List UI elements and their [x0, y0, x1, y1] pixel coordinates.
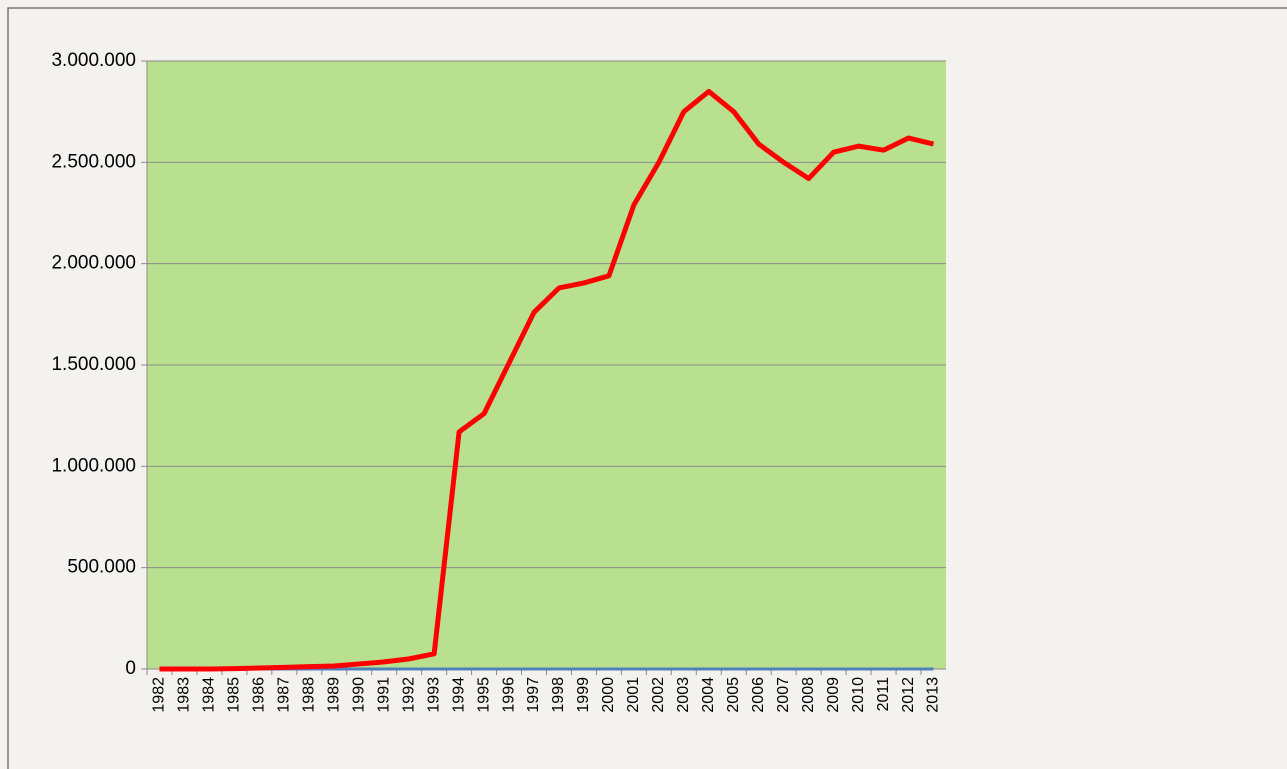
x-tick-label: 2004: [700, 677, 717, 713]
x-tick-label: 2005: [725, 677, 742, 713]
x-tick-label: 1996: [500, 677, 517, 713]
x-tick-label: 1991: [375, 677, 392, 713]
series-line: [159, 88, 935, 672]
x-tick-label: 2001: [625, 677, 642, 713]
x-tick-label: 2003: [675, 677, 692, 713]
y-tick-label: 1.500.000: [51, 354, 136, 375]
x-tick-label: 1999: [575, 677, 592, 713]
x-tick-label: 2012: [900, 677, 917, 713]
y-tick-label: 2.000.000: [51, 253, 136, 274]
x-tick-label: 1987: [276, 677, 293, 713]
x-tick-label: 1989: [325, 677, 342, 713]
x-tick-label: 1992: [400, 677, 417, 713]
x-tick-label: 2002: [650, 677, 667, 713]
frame: [7, 7, 1287, 769]
x-tick-label: 2000: [600, 677, 617, 713]
y-tick-label: 1.000.000: [51, 455, 136, 476]
x-tick-label: 2011: [875, 677, 892, 712]
y-tick-label: 0: [125, 658, 136, 679]
x-tick-label: 1982: [151, 677, 168, 713]
x-tick-label: 2013: [925, 677, 942, 713]
x-tick-label: 1997: [525, 677, 542, 713]
x-tick-label: 2008: [800, 677, 817, 713]
y-tick-label: 2.500.000: [51, 151, 136, 172]
x-tick-label: 1995: [475, 677, 492, 713]
x-tick-label: 2009: [825, 677, 842, 713]
x-tick-label: 1986: [251, 677, 268, 713]
x-tick-label: 1990: [350, 677, 367, 713]
x-tick-label: 1983: [176, 677, 193, 713]
x-tick-label: 2006: [750, 677, 767, 713]
x-tick-label: 1998: [550, 677, 567, 713]
x-tick-label: 1985: [226, 677, 243, 713]
x-tick-label: 1984: [201, 677, 218, 713]
x-tick-label: 1994: [450, 677, 467, 713]
x-tick-label: 2007: [775, 677, 792, 713]
x-tick-label: 1993: [425, 677, 442, 713]
y-tick-label: 3.000.000: [51, 50, 136, 71]
x-tick-label: 1988: [301, 677, 318, 713]
y-tick-label: 500.000: [67, 557, 136, 578]
x-tick-label: 2010: [850, 677, 867, 713]
